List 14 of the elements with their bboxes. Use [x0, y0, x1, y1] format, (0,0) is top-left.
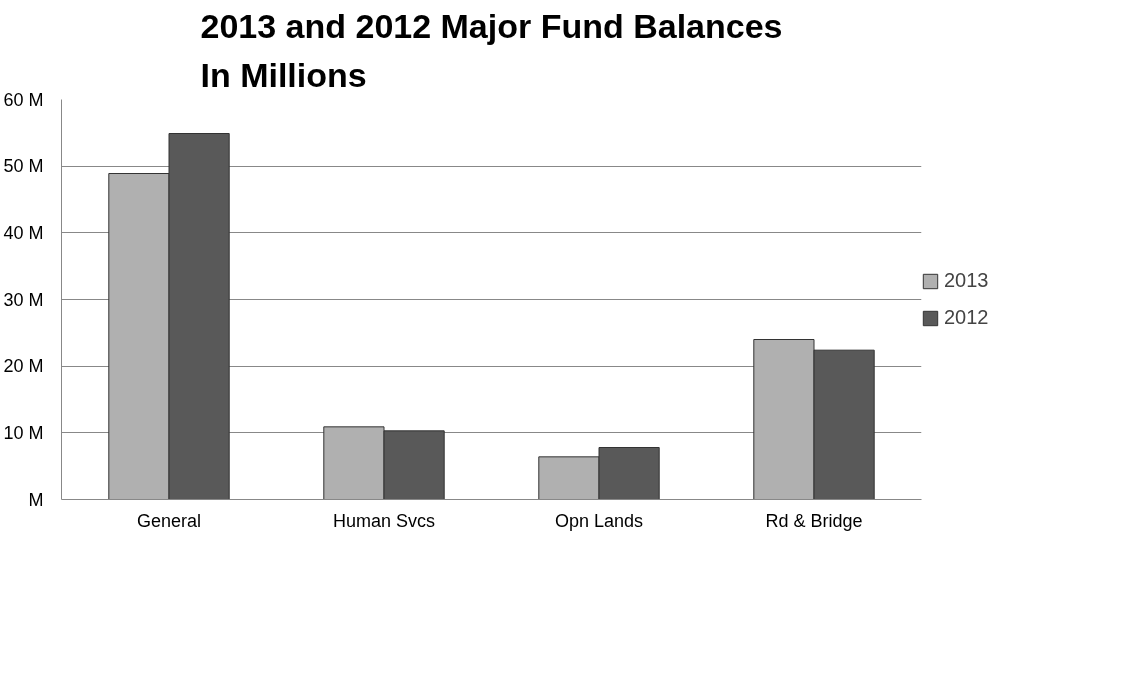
x-tick-label: Human Svcs	[332, 510, 436, 531]
y-tick-label: 10 M	[3, 422, 44, 443]
x-tick-label: Opn Lands	[554, 510, 644, 531]
x-tick-label: General	[136, 510, 202, 531]
y-tick-label: M	[28, 489, 44, 510]
y-tick-label: 50 M	[3, 156, 44, 177]
chart-title: 2013 and 2012 Major Fund Balances In Millions	[200, 7, 783, 95]
y-tick-label: 30 M	[3, 289, 44, 310]
legend-label: 2012	[944, 306, 989, 329]
x-tick-label: Rd & Bridge	[765, 510, 863, 531]
y-tick-label: 20 M	[3, 356, 44, 377]
y-tick-label: 40 M	[3, 222, 44, 243]
legend-label: 2013	[944, 269, 989, 292]
y-tick-label: 60 M	[3, 89, 44, 110]
